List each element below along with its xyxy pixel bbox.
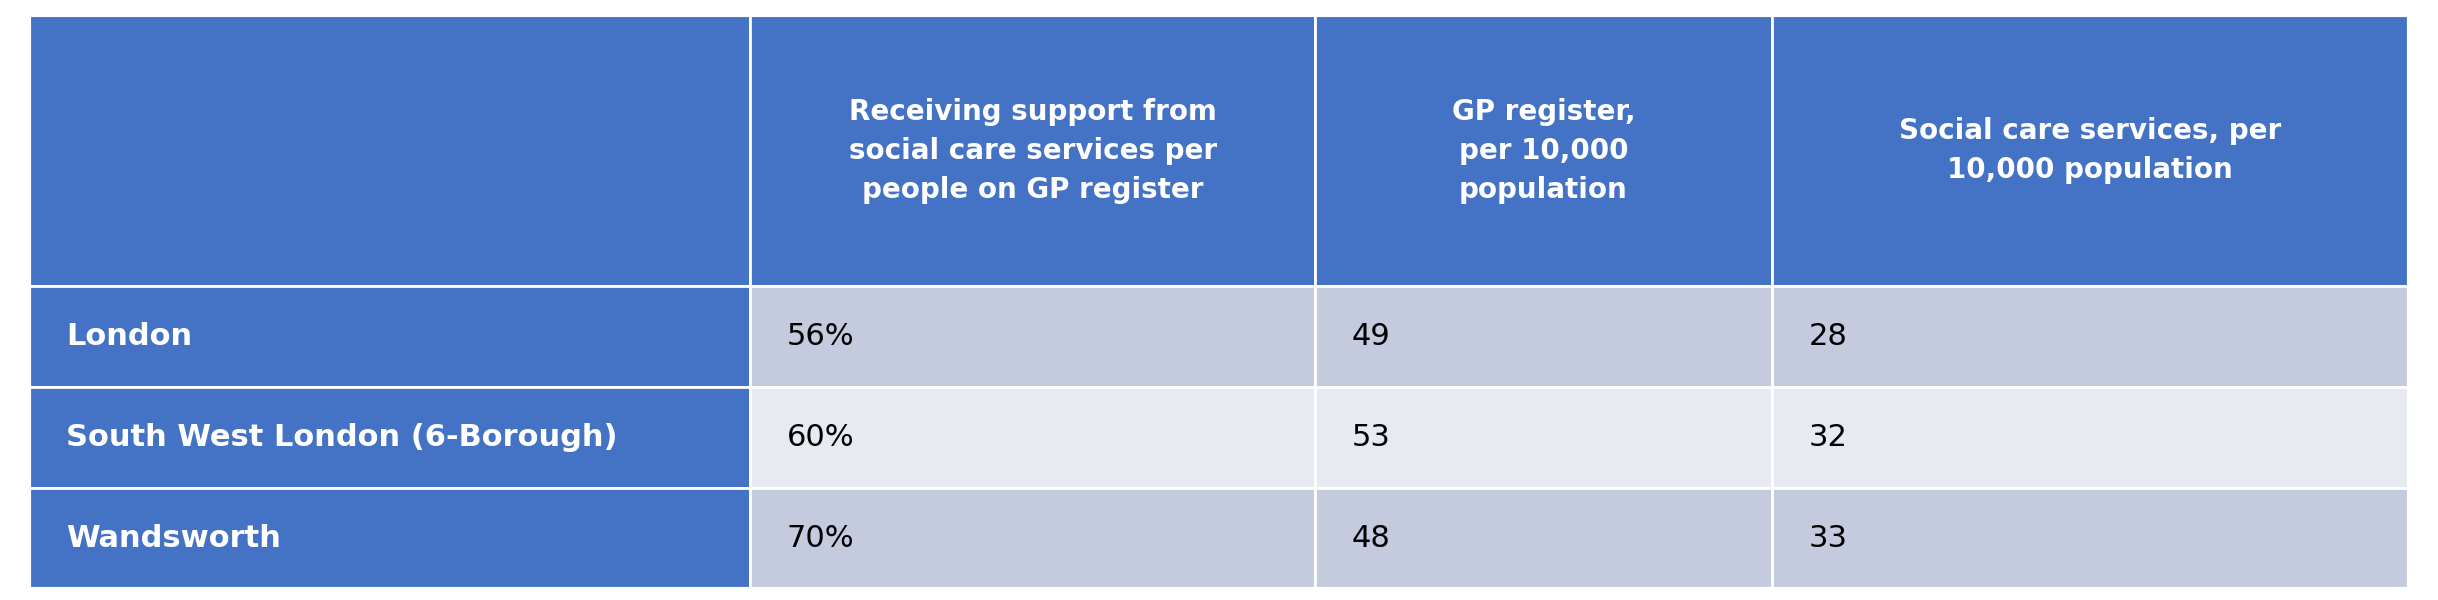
Text: Wandsworth: Wandsworth xyxy=(66,524,280,553)
Bar xyxy=(1314,286,1772,387)
Bar xyxy=(751,15,1314,286)
Bar xyxy=(1772,488,2409,589)
Bar xyxy=(1314,387,1772,488)
Text: South West London (6-Borough): South West London (6-Borough) xyxy=(66,423,617,452)
Text: Receiving support from
social care services per
people on GP register: Receiving support from social care servi… xyxy=(848,98,1217,203)
Text: 32: 32 xyxy=(1809,423,1848,452)
Bar xyxy=(29,387,751,488)
Text: 70%: 70% xyxy=(787,524,853,553)
Bar xyxy=(751,488,1314,589)
Bar xyxy=(1772,15,2409,286)
Text: 28: 28 xyxy=(1809,322,1848,351)
Text: 49: 49 xyxy=(1351,322,1390,351)
Bar xyxy=(1772,387,2409,488)
Text: 60%: 60% xyxy=(787,423,853,452)
Bar xyxy=(751,387,1314,488)
Bar xyxy=(1772,286,2409,387)
Text: London: London xyxy=(66,322,193,351)
Text: Social care services, per
10,000 population: Social care services, per 10,000 populat… xyxy=(1899,117,2282,184)
Bar xyxy=(29,488,751,589)
Bar xyxy=(751,286,1314,387)
Bar xyxy=(1314,488,1772,589)
Text: 33: 33 xyxy=(1809,524,1848,553)
Text: 56%: 56% xyxy=(787,322,853,351)
Bar xyxy=(1314,15,1772,286)
Bar xyxy=(29,15,751,286)
Text: GP register,
per 10,000
population: GP register, per 10,000 population xyxy=(1451,98,1636,203)
Text: 48: 48 xyxy=(1351,524,1390,553)
Text: 53: 53 xyxy=(1351,423,1390,452)
Bar xyxy=(29,286,751,387)
